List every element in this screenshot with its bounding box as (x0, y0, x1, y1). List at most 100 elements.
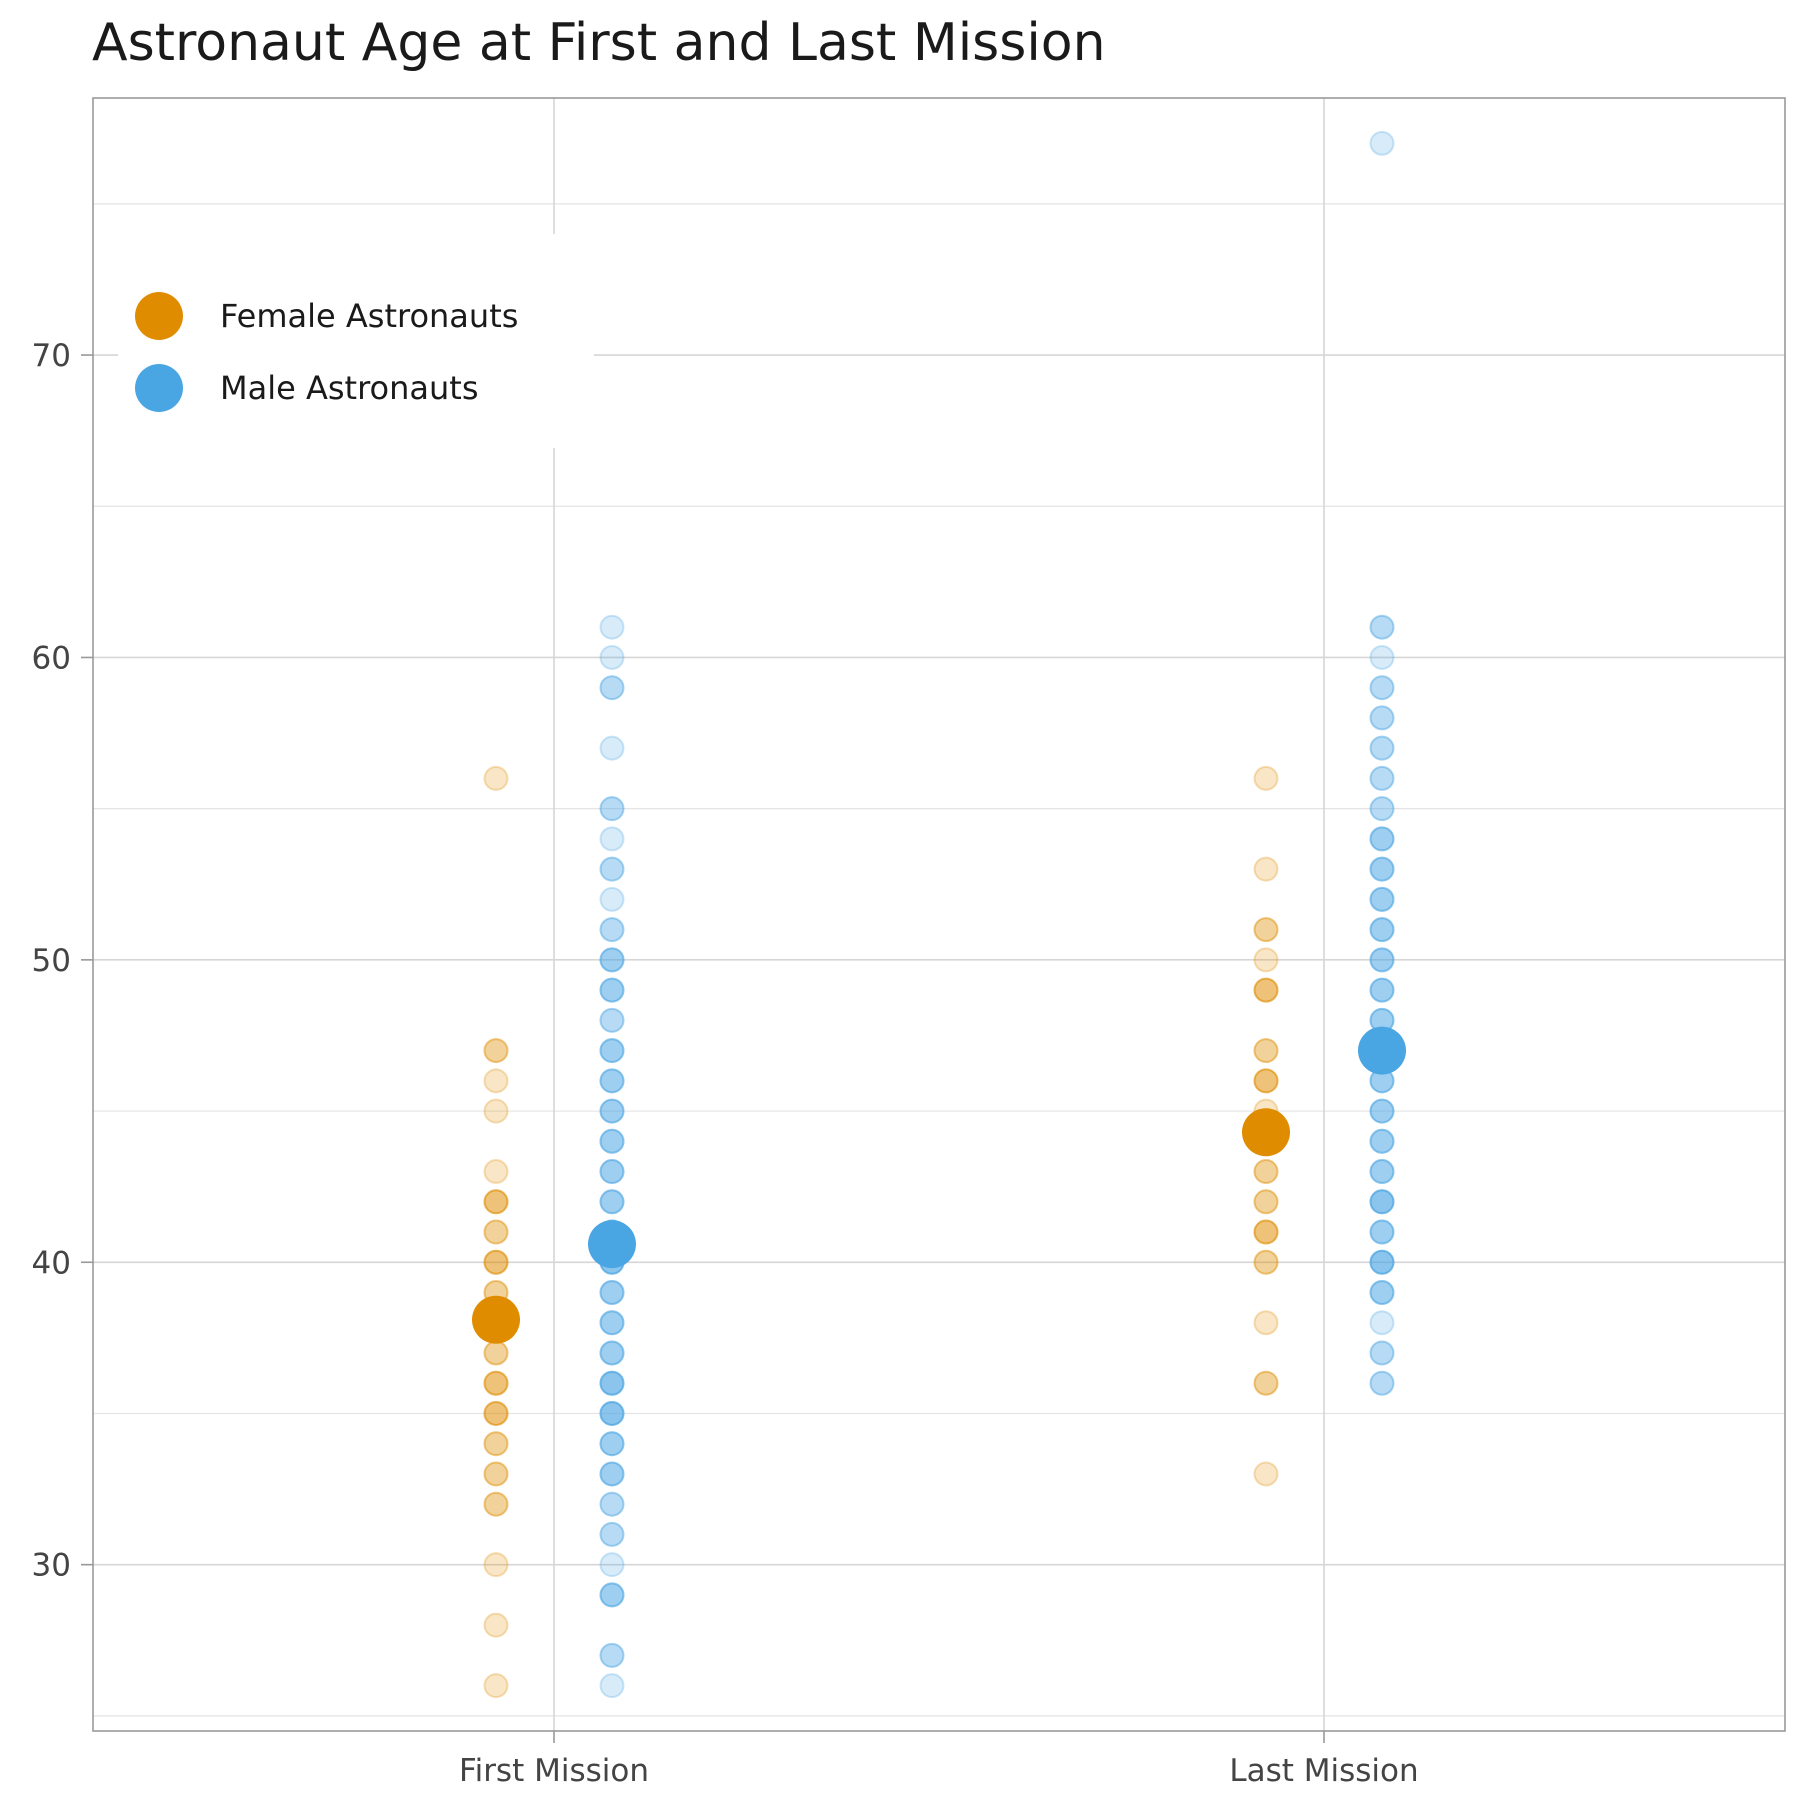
data-point (1369, 1219, 1395, 1245)
data-point (483, 1400, 509, 1426)
data-point (599, 1431, 625, 1457)
data-point (1369, 644, 1395, 670)
data-point (1369, 1098, 1395, 1124)
legend: Female Astronauts Male Astronauts (118, 234, 594, 448)
data-point (599, 1098, 625, 1124)
data-point (599, 1370, 625, 1396)
data-point (1253, 977, 1279, 1003)
data-point (599, 947, 625, 973)
data-point (1253, 1219, 1279, 1245)
data-point (1369, 1280, 1395, 1306)
data-point (1369, 735, 1395, 761)
data-point (599, 1310, 625, 1336)
data-point (599, 1400, 625, 1426)
data-point (1369, 1098, 1395, 1124)
data-point (599, 1370, 625, 1396)
data-point (1253, 1219, 1279, 1245)
data-point (483, 1370, 509, 1396)
data-point (1253, 1068, 1279, 1094)
data-point (599, 1400, 625, 1426)
data-point (599, 886, 625, 912)
data-point (599, 977, 625, 1003)
data-point (483, 1431, 509, 1457)
data-point (1369, 1189, 1395, 1215)
data-point (599, 1068, 625, 1094)
data-point (599, 1340, 625, 1366)
data-point (599, 796, 625, 822)
data-point (1369, 856, 1395, 882)
data-point (483, 1098, 509, 1124)
data-point (599, 1400, 625, 1426)
data-point (483, 1159, 509, 1185)
data-point (483, 1189, 509, 1215)
data-point (1369, 1340, 1395, 1366)
data-point (599, 1461, 625, 1487)
data-point (1253, 917, 1279, 943)
data-point (599, 1552, 625, 1578)
data-point (1369, 796, 1395, 822)
data-point (483, 1249, 509, 1275)
data-point (1369, 1189, 1395, 1215)
data-point (599, 1340, 625, 1366)
data-point (599, 1068, 625, 1094)
data-point (1369, 614, 1395, 640)
data-point (599, 1038, 625, 1064)
data-point (599, 1159, 625, 1185)
x-tick-label: Last Mission (1229, 1753, 1418, 1789)
data-point (1369, 977, 1395, 1003)
data-point (483, 1491, 509, 1517)
data-point (599, 1491, 625, 1517)
data-point (599, 917, 625, 943)
data-point (599, 826, 625, 852)
data-point (1253, 1068, 1279, 1094)
data-point (1369, 1098, 1395, 1124)
data-point (1369, 856, 1395, 882)
data-point (599, 1521, 625, 1547)
data-point (599, 796, 625, 822)
data-point (599, 735, 625, 761)
data-point (599, 1189, 625, 1215)
data-point (1369, 917, 1395, 943)
data-point (483, 1249, 509, 1275)
data-point (1369, 796, 1395, 822)
data-point (1253, 917, 1279, 943)
data-point (1369, 1370, 1395, 1396)
data-point (1253, 1038, 1279, 1064)
data-point (1369, 917, 1395, 943)
data-point (599, 1159, 625, 1185)
data-point (1369, 1280, 1395, 1306)
y-tick-label: 40 (32, 1245, 71, 1281)
data-point (483, 1249, 509, 1275)
data-point (483, 1400, 509, 1426)
data-point (483, 1431, 509, 1457)
data-point (483, 1370, 509, 1396)
data-point (1253, 765, 1279, 791)
data-point (1369, 705, 1395, 731)
data-point (1369, 977, 1395, 1003)
data-point (599, 1038, 625, 1064)
data-point (599, 1400, 625, 1426)
data-point (1253, 1249, 1279, 1275)
data-point (599, 1491, 625, 1517)
data-point (599, 1340, 625, 1366)
data-point (1369, 1189, 1395, 1215)
y-tick-label: 60 (32, 640, 71, 676)
data-point (599, 1128, 625, 1154)
data-point (599, 1038, 625, 1064)
data-point (1369, 1340, 1395, 1366)
mean-point (472, 1295, 520, 1344)
data-point (1369, 1219, 1395, 1245)
data-point (599, 1521, 625, 1547)
data-point (599, 917, 625, 943)
data-point (599, 1461, 625, 1487)
data-point (1369, 1159, 1395, 1185)
data-point (1369, 1249, 1395, 1275)
data-point (1369, 1128, 1395, 1154)
axis-layer: 30 40 50 60 70 First Mission Last Mission (32, 97, 1786, 1789)
data-point (1369, 675, 1395, 701)
data-point (1369, 675, 1395, 701)
data-point (599, 1582, 625, 1608)
data-point (1369, 886, 1395, 912)
data-point (1369, 886, 1395, 912)
data-point (599, 1280, 625, 1306)
